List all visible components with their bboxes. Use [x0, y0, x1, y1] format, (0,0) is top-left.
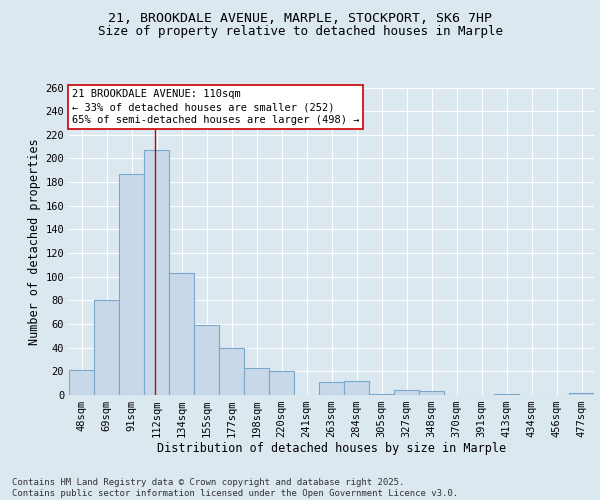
Bar	[494, 394, 519, 395]
Bar	[119, 174, 144, 395]
Text: Contains HM Land Registry data © Crown copyright and database right 2025.
Contai: Contains HM Land Registry data © Crown c…	[12, 478, 458, 498]
Text: Size of property relative to detached houses in Marple: Size of property relative to detached ho…	[97, 24, 503, 38]
Bar	[144, 150, 169, 395]
Text: 21, BROOKDALE AVENUE, MARPLE, STOCKPORT, SK6 7HP: 21, BROOKDALE AVENUE, MARPLE, STOCKPORT,…	[108, 12, 492, 25]
Bar	[369, 394, 394, 395]
Bar	[569, 392, 594, 395]
Text: 21 BROOKDALE AVENUE: 110sqm
← 33% of detached houses are smaller (252)
65% of se: 21 BROOKDALE AVENUE: 110sqm ← 33% of det…	[71, 89, 359, 126]
Bar	[194, 325, 219, 395]
Bar	[419, 392, 444, 395]
Bar	[269, 372, 294, 395]
Bar	[169, 273, 194, 395]
Bar	[69, 370, 94, 395]
Bar	[94, 300, 119, 395]
Bar	[319, 382, 344, 395]
Bar	[244, 368, 269, 395]
Bar	[219, 348, 244, 395]
Bar	[394, 390, 419, 395]
Bar	[344, 381, 369, 395]
X-axis label: Distribution of detached houses by size in Marple: Distribution of detached houses by size …	[157, 442, 506, 454]
Y-axis label: Number of detached properties: Number of detached properties	[28, 138, 41, 344]
